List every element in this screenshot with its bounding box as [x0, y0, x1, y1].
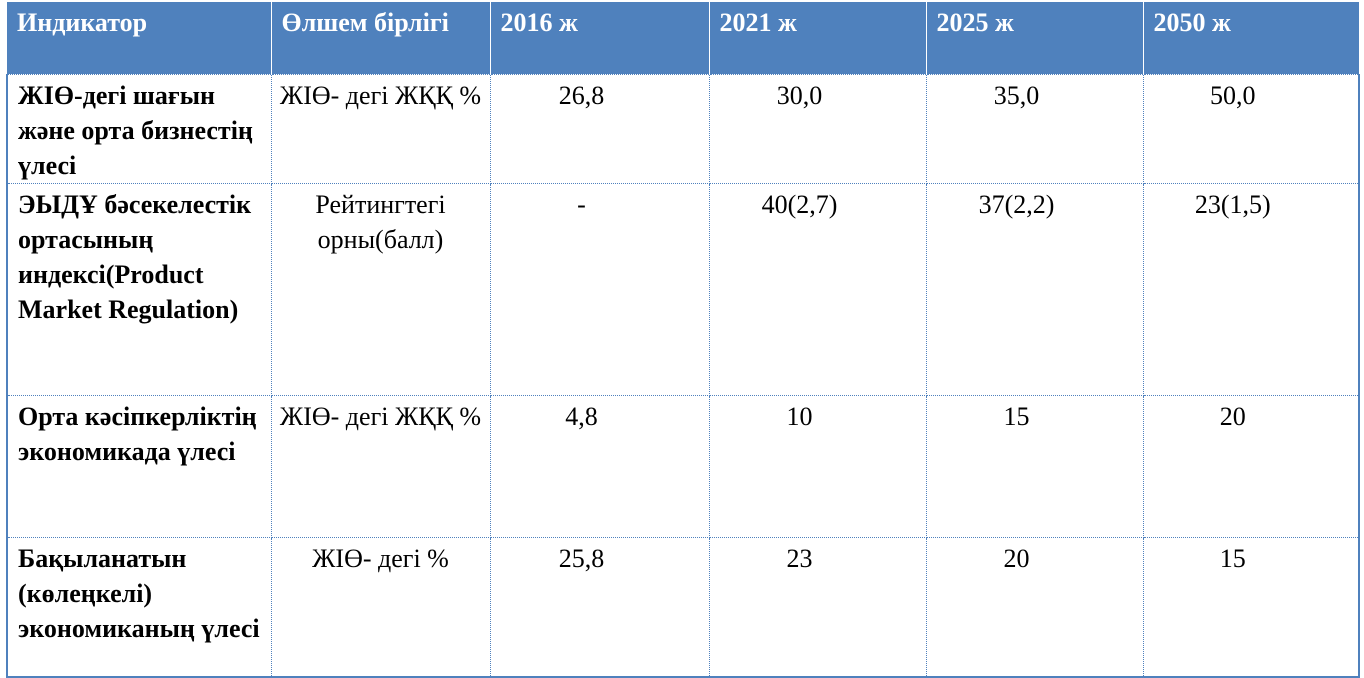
- value-cell-2021: 23: [708, 536, 927, 678]
- indicator-text: Орта кәсіпкерліктің экономикада үлесі: [18, 401, 257, 466]
- value-text: 30,0: [776, 80, 823, 110]
- value-text: 10: [786, 401, 813, 431]
- value-cell-2050: 15: [1142, 536, 1360, 678]
- value-cell-2021: 40(2,7): [708, 182, 927, 396]
- value-cell-2016: 26,8: [489, 73, 710, 184]
- indicator-table: Индикатор Өлшем бірлігі 2016 ж 2021 ж 20…: [6, 2, 1360, 678]
- header-indicator: Индикатор: [7, 2, 271, 74]
- table-row: Орта кәсіпкерліктің экономикада үлесі ЖІ…: [6, 394, 1360, 538]
- indicator-text: Бақыланатын (көлеңкелі) экономиканың үле…: [18, 543, 260, 643]
- value-cell-2016: 25,8: [489, 536, 710, 678]
- unit-text: ЖІӨ- дегі ЖҚҚ %: [279, 401, 482, 431]
- unit-cell: ЖІӨ- дегі ЖҚҚ %: [270, 394, 491, 538]
- value-text: 4,8: [565, 401, 598, 431]
- header-unit: Өлшем бірлігі: [270, 2, 490, 74]
- indicator-cell: Орта кәсіпкерліктің экономикада үлесі: [6, 394, 272, 538]
- value-text: 26,8: [558, 80, 605, 110]
- value-text: 20: [1003, 543, 1030, 573]
- header-year-2021: 2021 ж: [708, 2, 926, 74]
- value-cell-2021: 10: [708, 394, 927, 538]
- value-text: 25,8: [558, 543, 605, 573]
- table-row: ЭЫДҰ бәсекелестік ортасының индексі(Prod…: [6, 182, 1360, 396]
- unit-cell: Рейтингтегі орны(балл): [270, 182, 491, 396]
- value-text: 23: [786, 543, 813, 573]
- value-text: 35,0: [993, 80, 1040, 110]
- value-text: 15: [1219, 543, 1246, 573]
- indicator-cell: Бақыланатын (көлеңкелі) экономиканың үле…: [6, 536, 272, 678]
- unit-text: Рейтингтегі орны(балл): [315, 189, 446, 254]
- value-text: 23(1,5): [1194, 189, 1271, 219]
- value-cell-2025: 15: [925, 394, 1144, 538]
- value-cell-2025: 20: [925, 536, 1144, 678]
- value-cell-2025: 37(2,2): [925, 182, 1144, 396]
- unit-text: ЖІӨ- дегі ЖҚҚ %: [279, 80, 482, 110]
- value-text: -: [577, 189, 586, 219]
- header-row: Индикатор Өлшем бірлігі 2016 ж 2021 ж 20…: [7, 2, 1359, 74]
- value-text: 50,0: [1210, 80, 1256, 110]
- value-cell-2025: 35,0: [925, 73, 1144, 184]
- unit-cell: ЖІӨ- дегі ЖҚҚ %: [270, 73, 491, 184]
- value-cell-2050: 23(1,5): [1142, 182, 1360, 396]
- indicator-text: ЖІӨ-дегі шағын және орта бизнестің үлесі: [18, 80, 253, 180]
- value-cell-2021: 30,0: [708, 73, 927, 184]
- table-row: ЖІӨ-дегі шағын және орта бизнестің үлесі…: [6, 73, 1360, 184]
- value-cell-2050: 20: [1142, 394, 1360, 538]
- indicator-cell: ЖІӨ-дегі шағын және орта бизнестің үлесі: [6, 73, 272, 184]
- value-cell-2050: 50,0: [1142, 73, 1360, 184]
- value-text: 37(2,2): [978, 189, 1055, 219]
- unit-cell: ЖІӨ- дегі %: [270, 536, 491, 678]
- value-cell-2016: -: [489, 182, 710, 396]
- value-text: 15: [1003, 401, 1030, 431]
- table-row: Бақыланатын (көлеңкелі) экономиканың үле…: [6, 536, 1360, 678]
- unit-text: ЖІӨ- дегі %: [312, 543, 449, 573]
- value-text: 20: [1219, 401, 1246, 431]
- indicator-text: ЭЫДҰ бәсекелестік ортасының индексі(Prod…: [18, 189, 252, 324]
- header-year-2025: 2025 ж: [925, 2, 1143, 74]
- value-text: 40(2,7): [761, 189, 838, 219]
- header-year-2050: 2050 ж: [1142, 2, 1359, 74]
- header-year-2016: 2016 ж: [489, 2, 709, 74]
- value-cell-2016: 4,8: [489, 394, 710, 538]
- indicator-cell: ЭЫДҰ бәсекелестік ортасының индексі(Prod…: [6, 182, 272, 396]
